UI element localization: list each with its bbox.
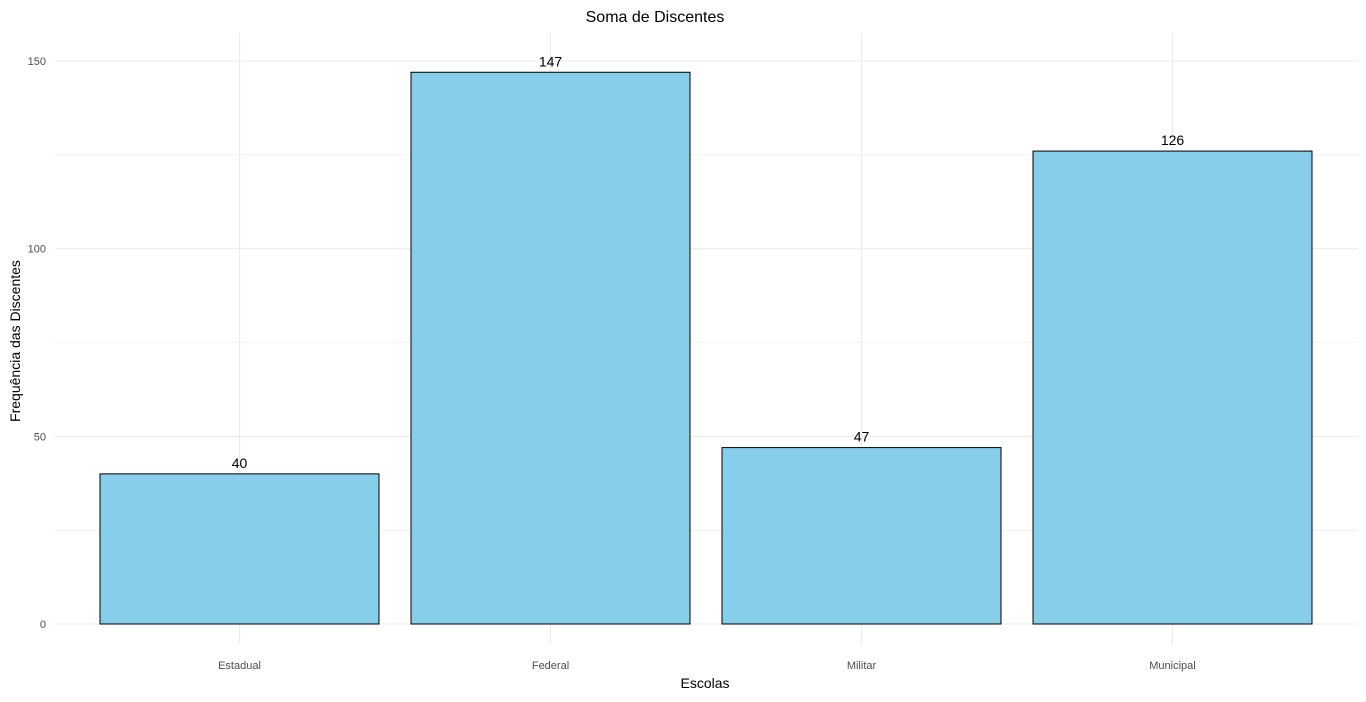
x-axis-title: Escolas — [680, 675, 729, 691]
data-label: 40 — [232, 455, 248, 471]
y-tick-label: 100 — [28, 244, 46, 256]
bar-estadual — [99, 473, 380, 625]
x-tick-label: Militar — [847, 660, 877, 672]
bars — [99, 71, 1313, 625]
y-tick-label: 50 — [34, 431, 46, 443]
y-axis-ticks: 0 50 100 150 — [28, 56, 46, 631]
x-tick-label: Municipal — [1149, 660, 1195, 672]
data-label: 147 — [539, 53, 563, 69]
y-axis-title: Frequência das Discentes — [7, 260, 23, 422]
bar-federal — [410, 71, 691, 625]
bar-municipal — [1032, 150, 1313, 625]
x-axis-ticks: Estadual Federal Militar Municipal — [218, 660, 1196, 672]
data-label: 47 — [854, 429, 870, 445]
y-tick-label: 150 — [28, 56, 46, 68]
x-tick-label: Federal — [532, 660, 569, 672]
y-tick-label: 0 — [40, 619, 46, 631]
bar-militar — [721, 447, 1002, 625]
x-tick-label: Estadual — [218, 660, 261, 672]
data-label: 126 — [1161, 132, 1185, 148]
data-labels: 40 147 47 126 — [232, 53, 1185, 471]
chart-title: Soma de Discentes — [586, 9, 725, 26]
